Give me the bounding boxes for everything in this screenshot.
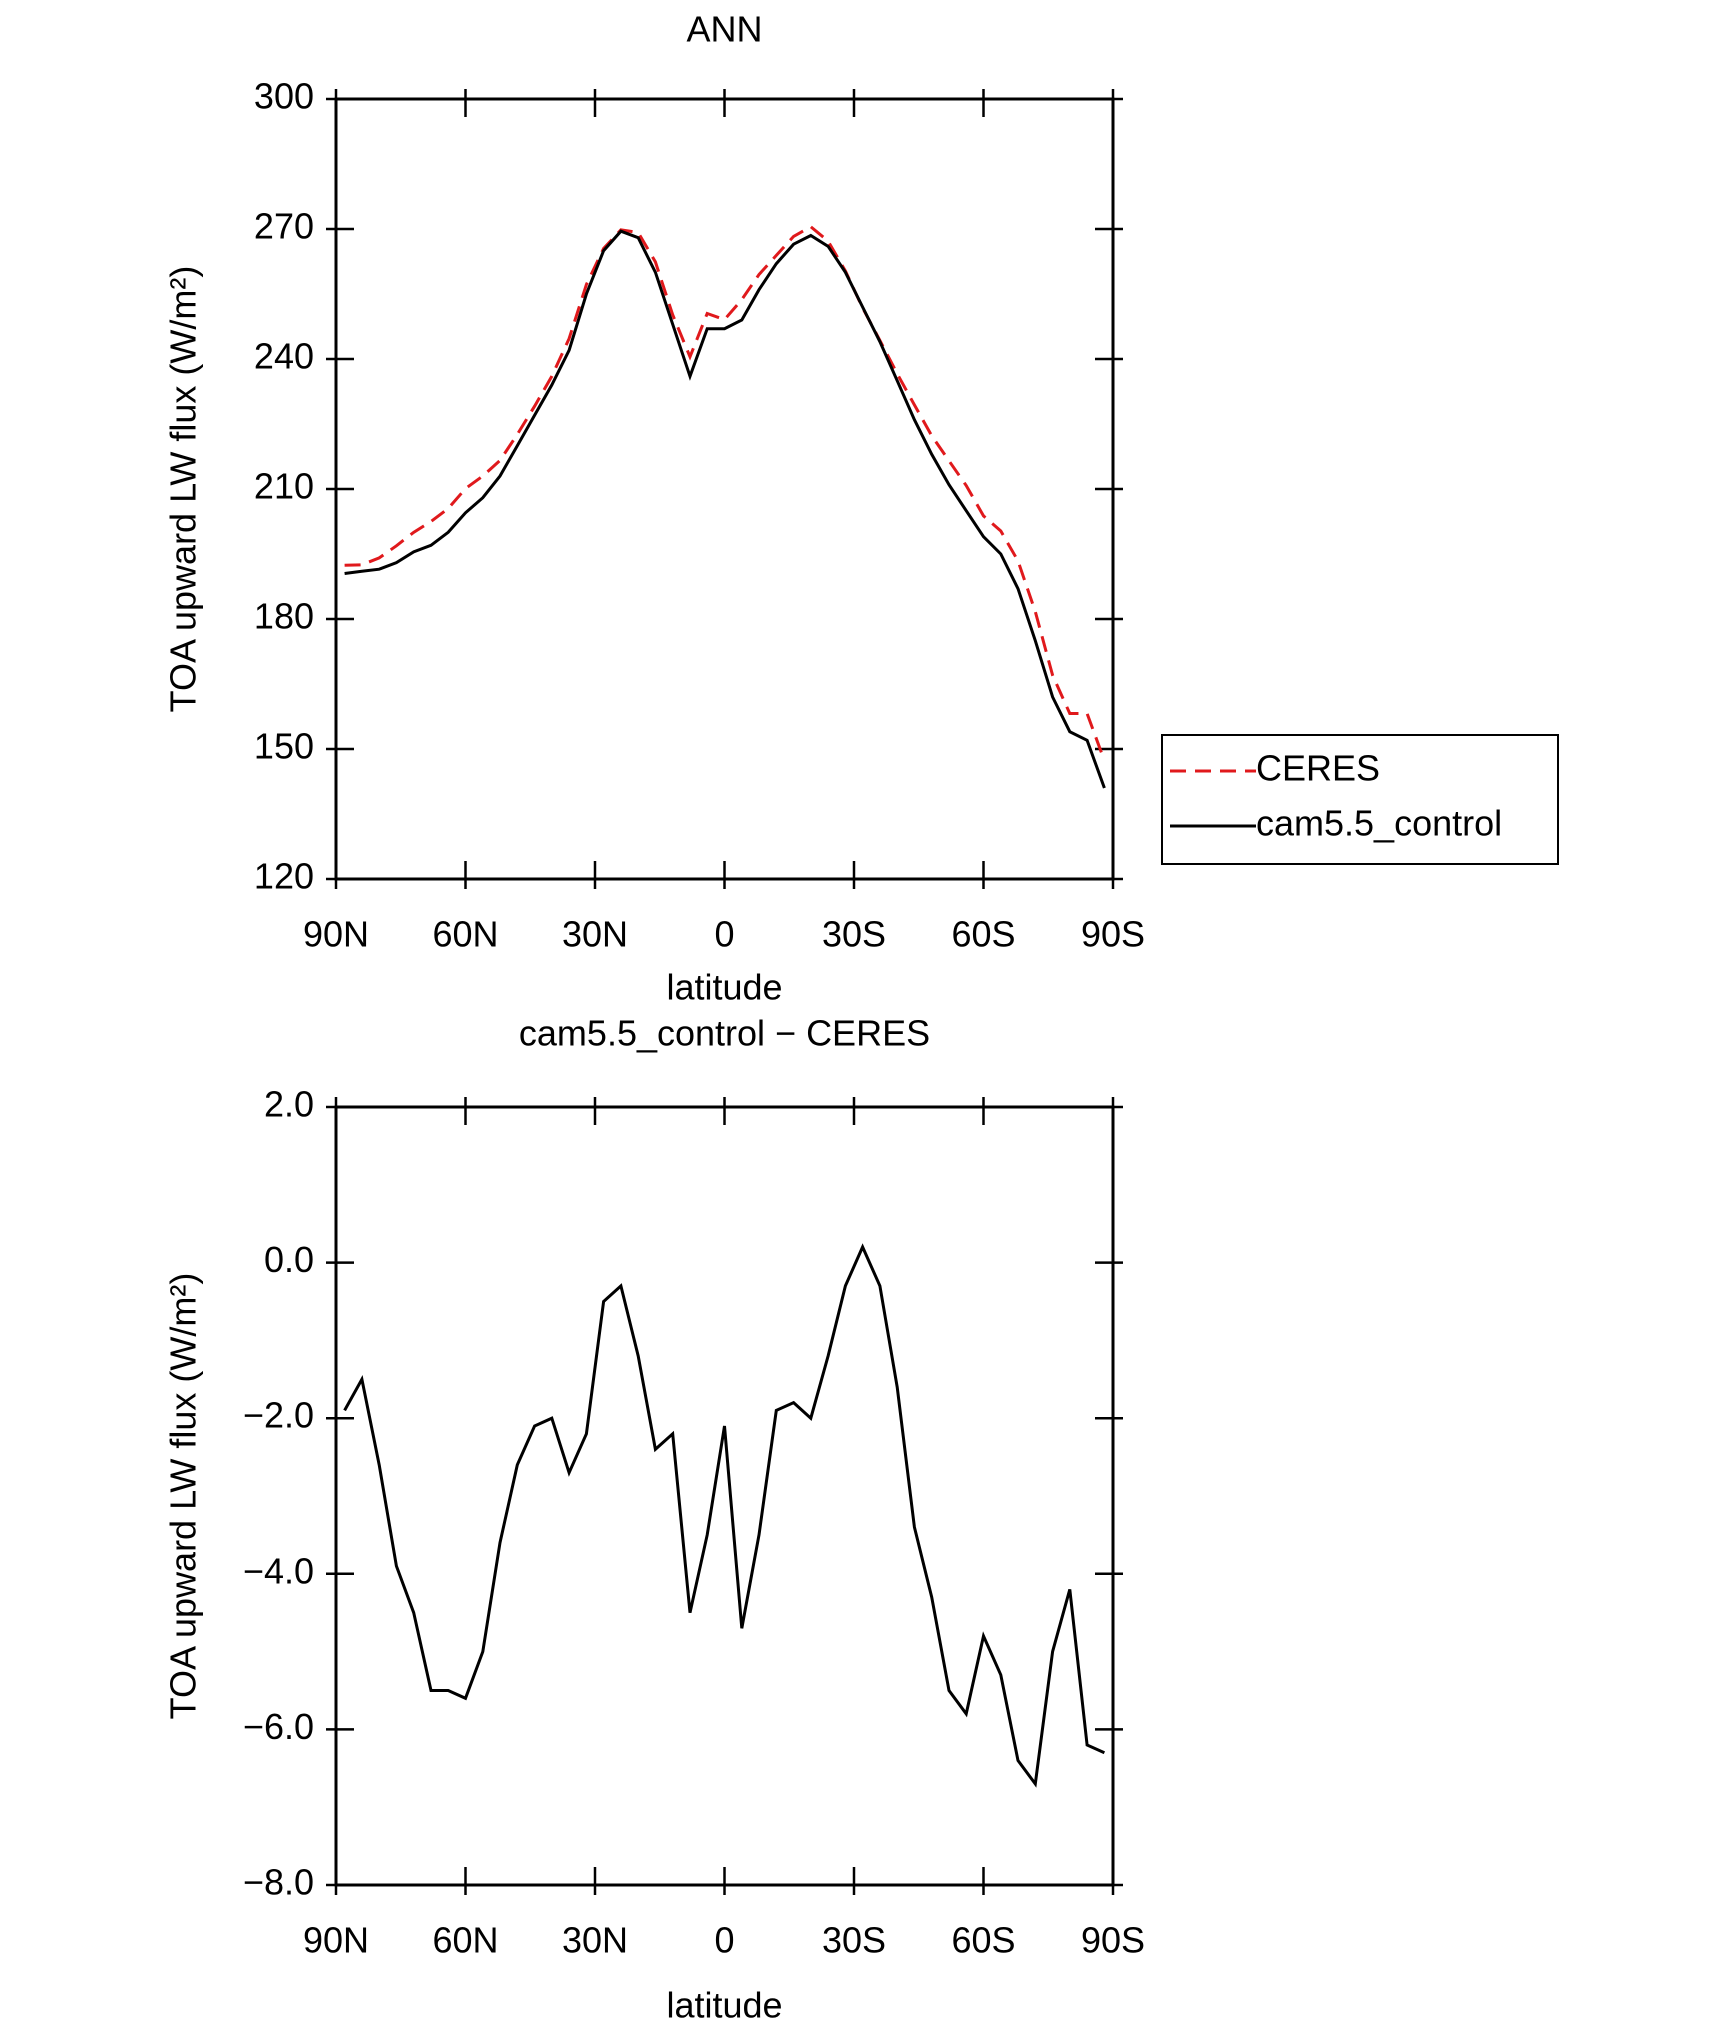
x-tick-label: 60N xyxy=(432,1920,498,1961)
y-axis-label: TOA upward LW flux (W/m²) xyxy=(163,266,204,713)
y-tick-label: 210 xyxy=(254,466,314,507)
legend-label: CERES xyxy=(1256,748,1380,789)
x-tick-label: 0 xyxy=(714,1920,734,1961)
x-axis-label: latitude xyxy=(666,1985,782,2021)
x-tick-label: 30S xyxy=(822,1920,886,1961)
x-tick-label: 90N xyxy=(303,1920,369,1961)
x-tick-label: 60S xyxy=(951,914,1015,955)
chart-title: cam5.5_control − CERES xyxy=(519,1013,930,1054)
y-axis-label: TOA upward LW flux (W/m²) xyxy=(163,1273,204,1720)
x-tick-label: 60N xyxy=(432,914,498,955)
y-tick-label: −6.0 xyxy=(243,1706,314,1747)
y-tick-label: 150 xyxy=(254,726,314,767)
legend-label: cam5.5_control xyxy=(1256,803,1502,844)
y-tick-label: 120 xyxy=(254,856,314,897)
y-tick-label: −2.0 xyxy=(243,1395,314,1436)
y-tick-label: −4.0 xyxy=(243,1550,314,1591)
legend-box xyxy=(1161,734,1559,865)
x-tick-label: 30N xyxy=(562,1920,628,1961)
x-axis-label: latitude xyxy=(666,967,782,1008)
data-line xyxy=(343,1243,1106,1788)
y-tick-label: 0.0 xyxy=(264,1239,314,1280)
y-tick-label: 2.0 xyxy=(264,1084,314,1125)
x-tick-label: 90S xyxy=(1081,914,1145,955)
x-tick-label: 60S xyxy=(951,1920,1015,1961)
x-tick-label: 30S xyxy=(822,914,886,955)
y-tick-label: 270 xyxy=(254,206,314,247)
data-line xyxy=(344,224,1106,762)
x-tick-label: 0 xyxy=(714,914,734,955)
y-tick-label: 240 xyxy=(254,336,314,377)
x-tick-label: 30N xyxy=(562,914,628,955)
plot-frame xyxy=(334,1105,1115,1887)
y-tick-label: 180 xyxy=(254,596,314,637)
y-tick-label: 300 xyxy=(254,76,314,117)
x-tick-label: 90S xyxy=(1081,1920,1145,1961)
data-line xyxy=(344,229,1106,789)
plot-frame xyxy=(334,97,1115,881)
chart-title: ANN xyxy=(686,9,762,50)
y-tick-label: −8.0 xyxy=(243,1862,314,1903)
x-tick-label: 90N xyxy=(303,914,369,955)
